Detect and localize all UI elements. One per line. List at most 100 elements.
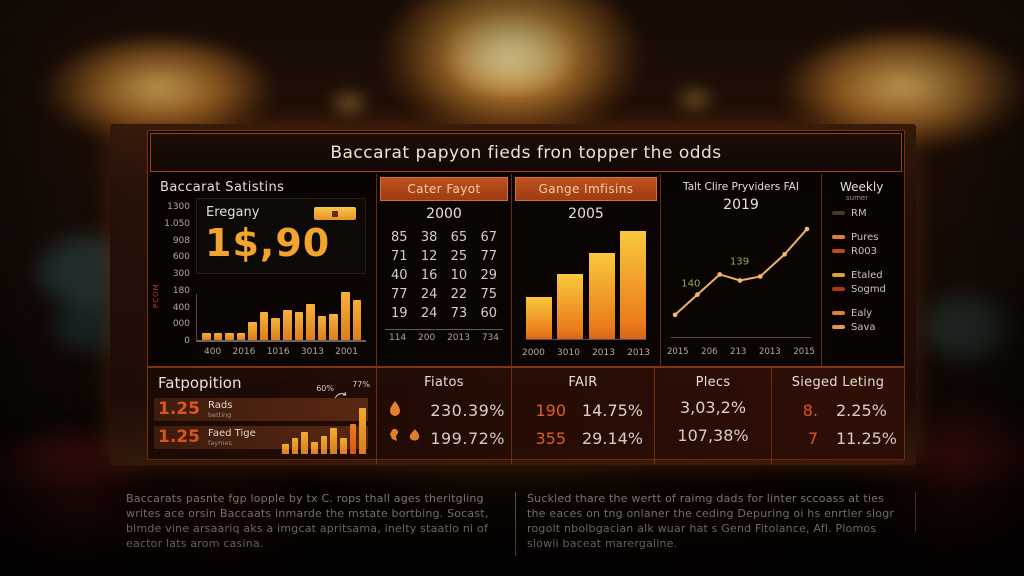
table-cell: 10 bbox=[450, 268, 468, 283]
stat-count: 8. bbox=[802, 400, 818, 420]
legend-item-label: Sogmd bbox=[851, 283, 886, 295]
stat-sublabel: betting bbox=[208, 411, 232, 419]
x-axis-tick: 2015 bbox=[793, 347, 815, 357]
section-banner: Gange Imfisins bbox=[515, 177, 657, 201]
section-year: 2019 bbox=[723, 197, 759, 213]
stat-count: 7 bbox=[807, 428, 818, 448]
table-cell: 65 bbox=[450, 230, 468, 245]
legend-swatch-icon bbox=[832, 287, 845, 291]
badge-glyph-icon bbox=[332, 210, 338, 217]
stat-row: 199.72% bbox=[387, 426, 505, 450]
stat-value: 199.72% bbox=[430, 428, 505, 448]
bar bbox=[301, 432, 309, 454]
footer-cell: 200 bbox=[418, 333, 436, 343]
x-axis-tick: 2001 bbox=[335, 347, 358, 357]
line-series bbox=[674, 228, 808, 316]
stat-count: 190 bbox=[535, 400, 566, 420]
x-axis-tick: 3010 bbox=[557, 348, 580, 358]
x-axis-tick: 1016 bbox=[266, 347, 290, 357]
legend-item: Sogmd bbox=[832, 282, 904, 296]
stat-row: 8. 2.25% bbox=[792, 398, 887, 422]
table-cell: 40 bbox=[391, 268, 408, 283]
gange-imfisins-section: Gange Imfisins 2005 2000 3010 2013 2013 bbox=[512, 174, 661, 366]
stat-percent: 2.25% bbox=[836, 400, 887, 420]
caption-area: Baccarats pasnte fgp lopple by tx C. rop… bbox=[126, 492, 916, 556]
table-cell: 60 bbox=[480, 306, 497, 321]
bar bbox=[291, 438, 299, 454]
data-point bbox=[782, 251, 787, 257]
y-axis-tick: 400 bbox=[172, 302, 190, 313]
bar bbox=[359, 408, 367, 454]
legend-group: RM bbox=[832, 206, 904, 220]
providers-line-chart: 140 139 bbox=[671, 224, 811, 338]
legend-item: Etaled bbox=[832, 268, 904, 282]
page-title: Baccarat papyon fieds fron topper the od… bbox=[330, 142, 722, 163]
y-axis-tick: 180 bbox=[172, 285, 190, 296]
bar bbox=[248, 322, 257, 340]
x-axis-tick: 2013 bbox=[759, 347, 781, 357]
bar bbox=[259, 312, 269, 340]
footer-cell: 2013 bbox=[447, 333, 470, 343]
stat-value: 1.25 bbox=[158, 399, 200, 419]
y-axis-tick: 1.050 bbox=[164, 218, 190, 229]
mini-chart-label: 60% bbox=[316, 384, 334, 393]
footer-cell: 734 bbox=[481, 333, 499, 343]
x-axis-tick: 2016 bbox=[232, 347, 256, 357]
y-axis-tick: 300 bbox=[172, 269, 190, 279]
background-screen-glow bbox=[922, 295, 1006, 359]
caption-right: Suckled thare the wertt of raimg dads fo… bbox=[527, 492, 895, 550]
table-row: 40 16 10 29 bbox=[391, 268, 497, 287]
data-point bbox=[695, 292, 700, 297]
banner-label: Gange Imfisins bbox=[538, 182, 634, 196]
x-axis-ticks: 400 2016 1016 3013 2001 bbox=[196, 347, 366, 357]
legend-swatch-icon bbox=[832, 249, 845, 253]
y-axis-tick: 908 bbox=[172, 235, 190, 246]
table-cell: 71 bbox=[391, 249, 408, 264]
dashboard-inner: Baccarat papyon fieds fron topper the od… bbox=[147, 130, 905, 464]
fiatos-cell: Fiatos 230.39% 199.72% bbox=[377, 368, 512, 464]
table-cell: 24 bbox=[420, 306, 438, 321]
stat-row: 190 14.75% bbox=[524, 398, 646, 422]
data-point bbox=[737, 278, 743, 283]
bar bbox=[340, 438, 347, 454]
data-point bbox=[717, 272, 723, 277]
bar bbox=[202, 333, 211, 340]
bar bbox=[340, 292, 350, 340]
providers-line-section: Talt Clire Pryviders FAI 2019 140 139 201… bbox=[661, 174, 822, 366]
legend-item: Pures bbox=[832, 230, 904, 244]
baccarat-statistics-section: Baccarat Satistins PCOM 1300 1.050 908 600 3… bbox=[148, 174, 377, 366]
section-year: 2005 bbox=[568, 206, 604, 222]
x-axis-ticks: 2015 206 213 2013 2015 bbox=[667, 347, 815, 357]
legend-item-label: Etaled bbox=[851, 269, 883, 281]
status-badge[interactable] bbox=[314, 207, 356, 220]
table-cell: 38 bbox=[420, 230, 438, 245]
card-value: 1$,90 bbox=[205, 221, 331, 265]
bar bbox=[557, 274, 584, 339]
card-label: Eregany bbox=[206, 205, 260, 220]
legend-items: RM Pures R003 Etaled Sogmd Ealy Sava bbox=[832, 206, 904, 334]
legend-item-label: RM bbox=[851, 207, 867, 219]
fatpopition-cell: Fatpopition 1.25 Rads betting 1.25 Faed … bbox=[148, 368, 377, 464]
y-axis-tick: 0 bbox=[184, 336, 190, 346]
annotation-label: 140 bbox=[681, 279, 700, 290]
cater-fayot-section: Cater Fayot 2000 85 38 65 67 71 12 25 77 40 16 10 2… bbox=[377, 174, 512, 366]
x-axis-ticks: 2000 3010 2013 2013 bbox=[522, 348, 650, 358]
y-axis-tick: 000 bbox=[172, 319, 190, 330]
bottom-shade bbox=[0, 452, 1024, 576]
wall-sconce-right bbox=[672, 84, 718, 114]
caption-divider bbox=[915, 492, 916, 532]
banner-label: Cater Fayot bbox=[407, 182, 481, 196]
cell-header: Plecs bbox=[695, 375, 731, 390]
table-cell: 22 bbox=[450, 287, 468, 302]
stat-row: 355 29.14% bbox=[524, 426, 646, 450]
bar bbox=[311, 442, 318, 454]
legend-item-label: R003 bbox=[851, 245, 878, 257]
caption-left: Baccarats pasnte fgp lopple by tx C. rop… bbox=[126, 492, 489, 550]
stat-sublabel: faymes bbox=[208, 439, 232, 447]
bar bbox=[619, 231, 646, 339]
stat-label: Faed Tige bbox=[208, 428, 256, 439]
legend-swatch-icon bbox=[832, 273, 845, 277]
chip-drop-icon bbox=[387, 400, 403, 420]
table-cell: 75 bbox=[480, 287, 497, 302]
